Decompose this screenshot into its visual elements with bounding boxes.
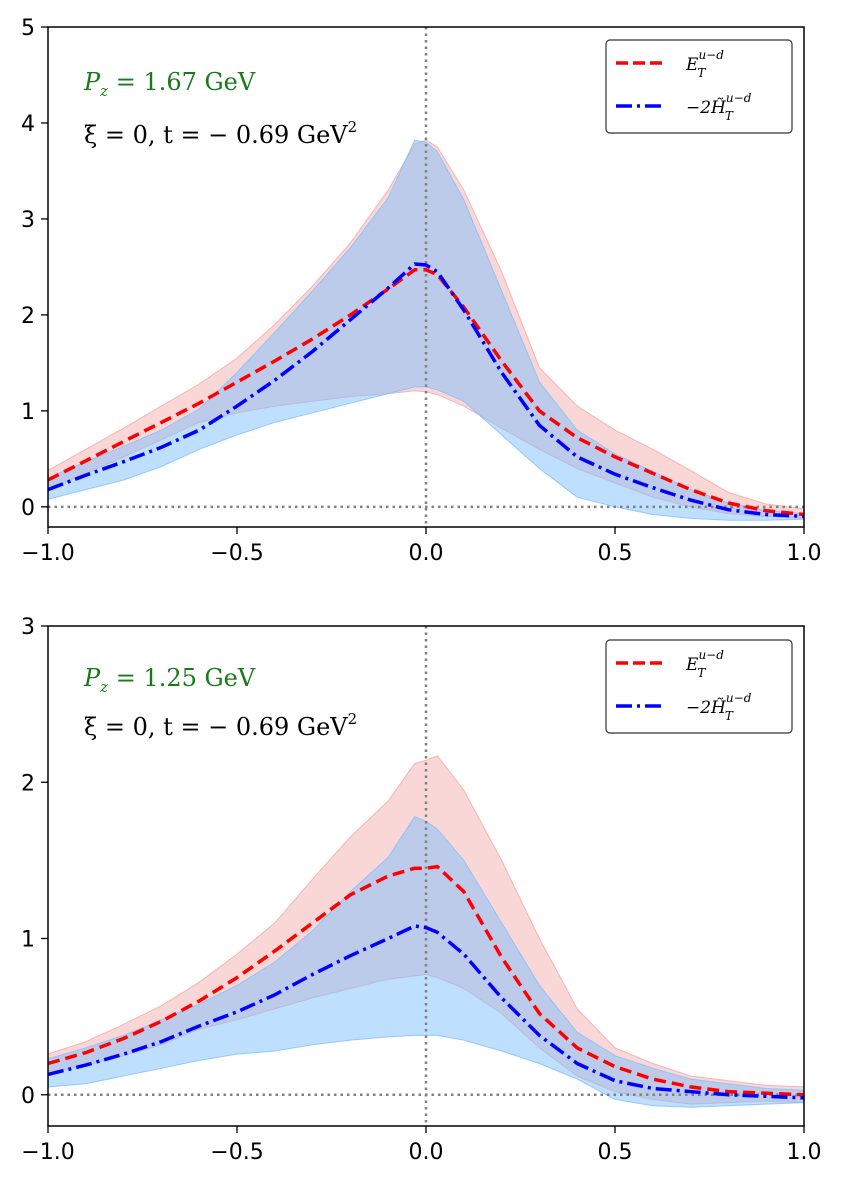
legend: ETu−d −2H̃Tu−d	[605, 639, 793, 734]
x-tick-label: 0.5	[598, 541, 633, 566]
bottom-panel: −1.0 −0.5 0.0 0.5 1.0 0 1 2 3 Pz = 1.25 GeV ξ = …	[21, 615, 822, 1165]
kinematics-annotation: ξ = 0, t = − 0.69 GeV2	[84, 710, 357, 741]
blue-dashdot-series-line	[47, 924, 805, 1100]
y-tick-label: 0	[21, 496, 35, 521]
y-tick-label: 4	[21, 112, 35, 137]
momentum-annotation: Pz = 1.25 GeV	[83, 664, 256, 696]
x-tick-label: −1.0	[21, 541, 74, 566]
x-tick-label: −0.5	[210, 541, 263, 566]
x-tick-label: −0.5	[210, 1140, 263, 1165]
y-tick-label: 2	[21, 771, 35, 796]
top-panel: −1.0 −0.5 0.0 0.5 1.0 0 1 2 3 4 5 Pz = 1.67 GeV ξ …	[21, 16, 822, 566]
momentum-annotation: Pz = 1.67 GeV	[83, 68, 256, 100]
reference-lines	[48, 27, 804, 527]
legend: ETu−d −2H̃Tu−d	[605, 39, 793, 134]
legend-label-ET: ETu−d	[685, 48, 724, 80]
reference-lines	[48, 626, 804, 1126]
legend-label-HT: −2H̃Tu−d	[686, 691, 752, 723]
red-dashed-series-line	[47, 864, 805, 1097]
y-tick-label: 1	[21, 928, 35, 953]
ticks: −1.0 −0.5 0.0 0.5 1.0 0 1 2 3 4 5	[21, 16, 822, 566]
y-tick-label: 2	[21, 304, 35, 329]
legend-label-HT: −2H̃Tu−d	[686, 91, 752, 123]
y-tick-label: 5	[21, 16, 35, 41]
red-dashed-series-line	[47, 268, 805, 517]
y-tick-label: 3	[21, 615, 35, 640]
kinematics-annotation: ξ = 0, t = − 0.69 GeV2	[84, 118, 357, 149]
x-tick-label: 0.5	[598, 1140, 633, 1165]
ticks: −1.0 −0.5 0.0 0.5 1.0 0 1 2 3	[21, 615, 822, 1165]
legend-label-ET: ETu−d	[685, 648, 724, 680]
series-lines	[47, 864, 805, 1100]
x-tick-label: 0.0	[409, 541, 444, 566]
blue-dashdot-series-line	[47, 262, 805, 519]
y-tick-label: 0	[21, 1084, 35, 1109]
series-lines	[47, 262, 805, 519]
x-tick-label: −1.0	[21, 1140, 74, 1165]
y-tick-label: 3	[21, 208, 35, 233]
x-tick-label: 0.0	[409, 1140, 444, 1165]
x-tick-label: 1.0	[787, 541, 822, 566]
x-tick-label: 1.0	[787, 1140, 822, 1165]
y-tick-label: 1	[21, 400, 35, 425]
